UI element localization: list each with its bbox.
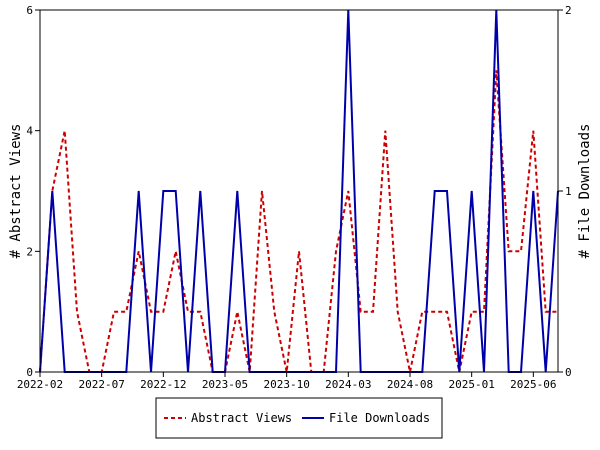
y-tick-label: 4	[26, 125, 33, 138]
x-tick-label: 2025-06	[510, 378, 556, 391]
legend-label-file-downloads: File Downloads	[329, 411, 430, 425]
y2-tick-label: 2	[565, 4, 572, 17]
series-layer	[39, 9, 559, 373]
legend: Abstract Views File Downloads	[155, 397, 443, 439]
y2-tick-label: 1	[565, 185, 572, 198]
legend-label-abstract-views: Abstract Views	[191, 411, 292, 425]
y2-tick-label: 0	[565, 366, 572, 379]
y-tick-label: 0	[26, 366, 33, 379]
y-tick-label: 6	[26, 4, 33, 17]
x-tick-label: 2023-10	[263, 378, 309, 391]
x-tick-label: 2023-05	[202, 378, 248, 391]
y-tick-label: 2	[26, 245, 33, 258]
legend-box	[155, 397, 443, 439]
y2-axis-label: # File Downloads	[577, 124, 593, 259]
x-tick-label: 2024-08	[387, 378, 433, 391]
x-tick-label: 2024-03	[325, 378, 371, 391]
x-tick-label: 2025-01	[448, 378, 494, 391]
x-tick-label: 2022-02	[17, 378, 63, 391]
x-tick-label: 2022-12	[140, 378, 186, 391]
y-axis-label: # Abstract Views	[8, 124, 24, 259]
series-line-file-downloads	[39, 9, 559, 373]
x-tick-label: 2022-07	[78, 378, 124, 391]
axes-layer: 0 2 4 6 0 1 2 2022-02 2022-07 2022-12 2023-05 2023-…	[17, 4, 572, 391]
